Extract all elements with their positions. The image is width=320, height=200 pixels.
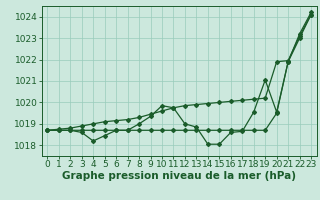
X-axis label: Graphe pression niveau de la mer (hPa): Graphe pression niveau de la mer (hPa) [62,171,296,181]
